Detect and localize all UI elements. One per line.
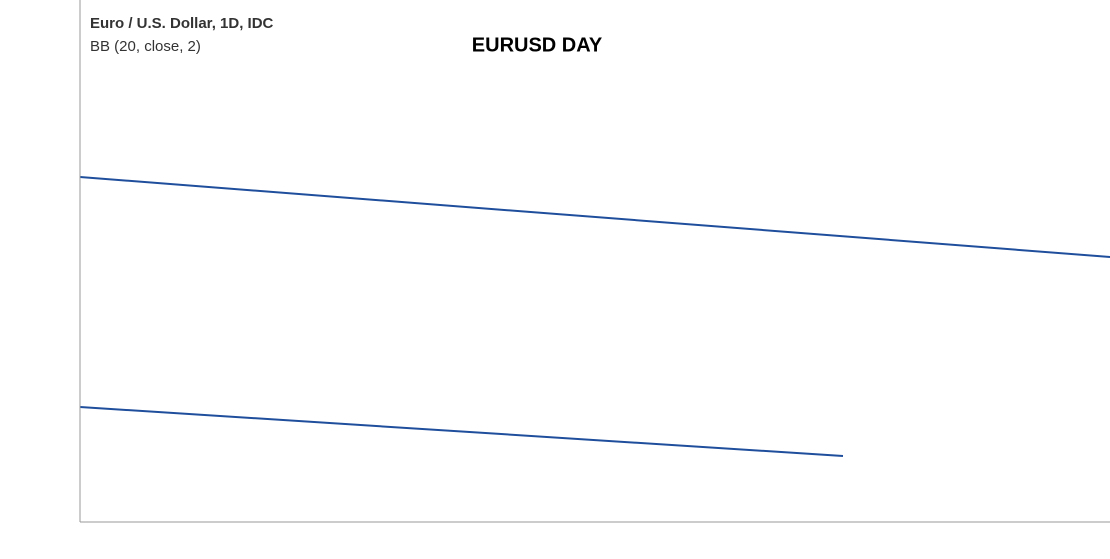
label-layer: Euro / U.S. Dollar, 1D, IDC BB (20, clos… bbox=[79, 0, 1110, 523]
chart-annotation: EURUSD DAY bbox=[472, 34, 603, 56]
indicator-label: BB (20, close, 2) bbox=[90, 38, 201, 55]
trend-line bbox=[79, 406, 844, 457]
annotation-layer bbox=[79, 176, 1110, 457]
chart-title: Euro / U.S. Dollar, 1D, IDC bbox=[90, 15, 274, 32]
trend-line bbox=[79, 176, 1110, 258]
